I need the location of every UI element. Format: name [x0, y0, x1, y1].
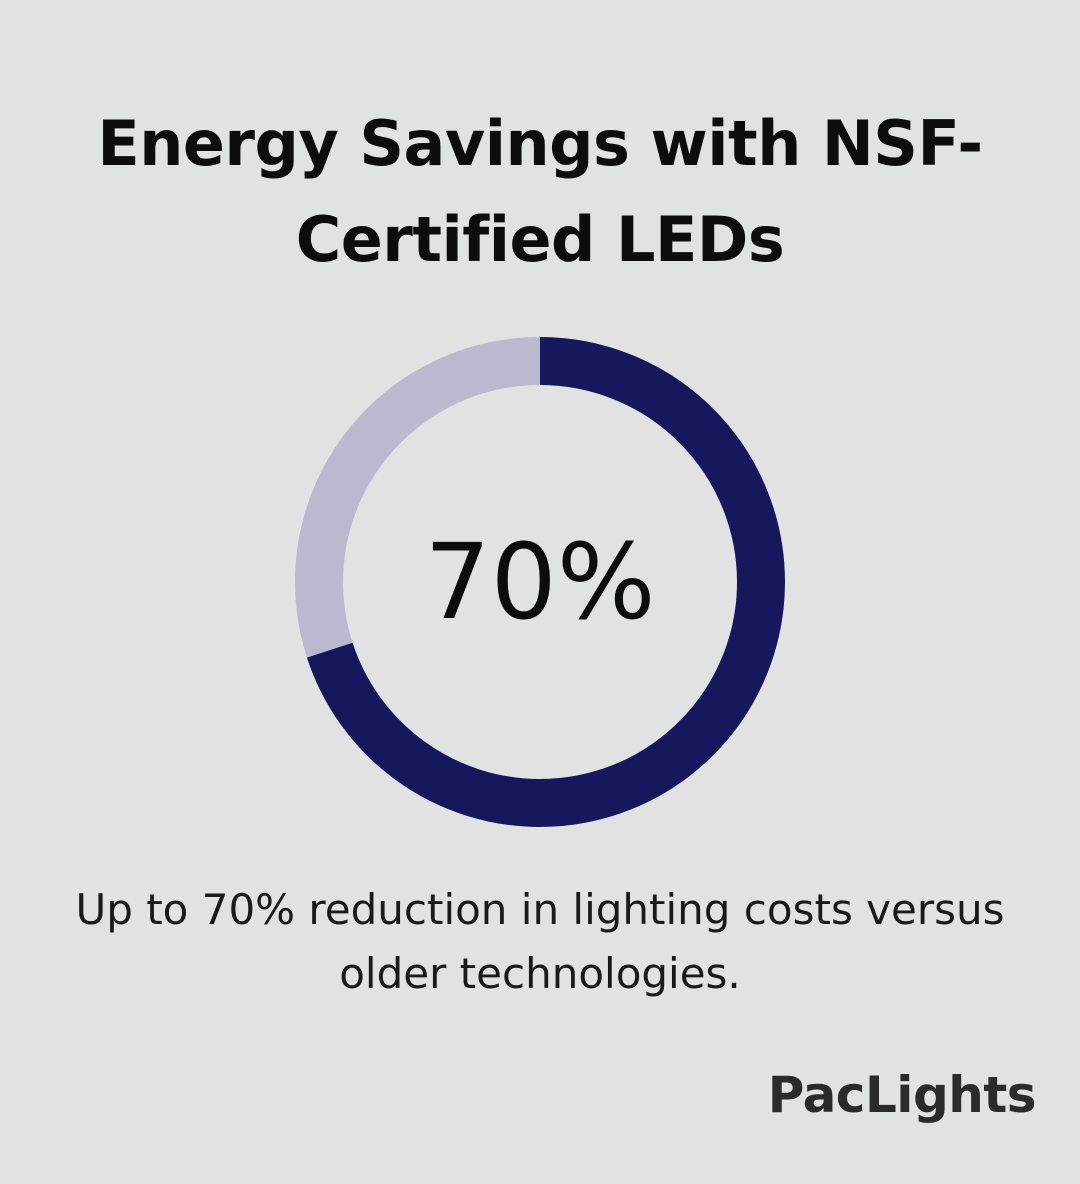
center-value-label: 70% [424, 521, 655, 643]
donut-chart: 70% [290, 332, 790, 832]
caption-text: Up to 70% reduction in lighting costs ve… [75, 885, 1005, 998]
donut-slices [295, 337, 785, 827]
paclights-logo: PacLights [767, 1066, 1037, 1124]
page-title: Energy Savings with NSF-Certified LEDs [97, 107, 983, 276]
donut-slice-remainder [295, 337, 785, 827]
donut-chart-svg: 70% [295, 337, 785, 827]
